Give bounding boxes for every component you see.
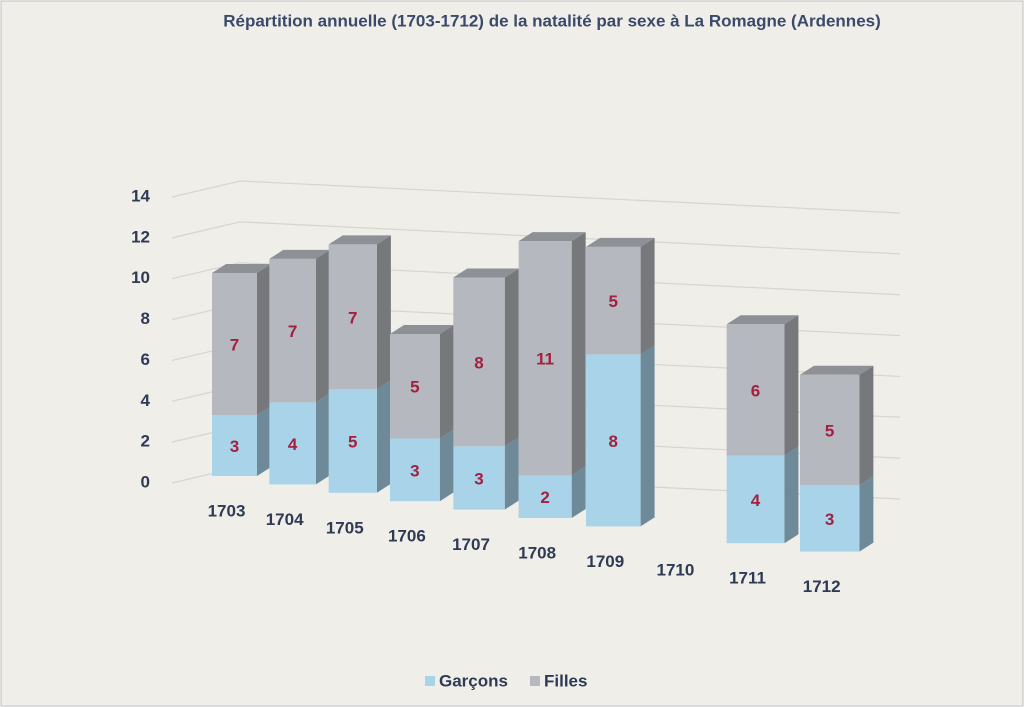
bar-side — [376, 380, 391, 493]
bar-side — [859, 476, 874, 552]
bar-side — [439, 325, 454, 439]
value-label: 7 — [348, 308, 357, 327]
bar — [389, 438, 440, 502]
bar-side — [376, 235, 391, 390]
bar — [726, 324, 785, 456]
bar-side — [784, 315, 799, 456]
bar-side — [859, 365, 874, 486]
value-label: 5 — [609, 292, 618, 311]
bar-side — [571, 232, 586, 476]
bar-side — [315, 393, 330, 485]
bar-side — [784, 446, 799, 544]
legend-swatch — [425, 676, 435, 686]
y-tick-label: 4 — [141, 391, 151, 410]
legend: Garçons Filles — [425, 671, 587, 690]
value-label: 3 — [825, 510, 834, 529]
x-tick-label: 1712 — [803, 577, 841, 596]
x-tick-label: 1704 — [266, 510, 304, 529]
bar-side — [257, 406, 271, 476]
bar — [269, 258, 316, 403]
bar — [453, 277, 505, 447]
bar-top — [799, 365, 874, 375]
grid-line — [171, 221, 901, 255]
x-tick-label: 1710 — [656, 560, 694, 579]
bar-top — [518, 232, 586, 242]
x-tick-label: 1707 — [452, 535, 490, 554]
value-label: 3 — [410, 461, 419, 480]
bar-top — [726, 315, 799, 325]
y-tick-label: 8 — [141, 309, 150, 328]
bar — [518, 241, 572, 476]
bars: 1703 3 7 1704 4 7 1705 5 7 1706 3 5 1707 3 8 1708 2 11 170… — [208, 232, 874, 596]
bar — [518, 475, 572, 518]
grid-line — [171, 262, 901, 296]
value-label: 2 — [540, 488, 549, 507]
chart-title: Répartition annuelle (1703-1712) de la n… — [223, 11, 881, 30]
y-tick-label: 14 — [131, 186, 150, 205]
value-label: 3 — [230, 437, 239, 456]
grid-line — [171, 180, 901, 214]
legend-label: Garçons — [439, 671, 508, 690]
value-label: 8 — [609, 432, 618, 451]
x-tick-label: 1708 — [518, 543, 556, 562]
bar — [799, 485, 860, 552]
value-label: 4 — [288, 435, 298, 454]
y-tick-label: 6 — [141, 350, 150, 369]
value-label: 3 — [474, 469, 483, 488]
bar-side — [439, 429, 454, 502]
bar-side — [640, 237, 655, 355]
bar-top — [328, 235, 391, 245]
bar-top — [389, 325, 454, 334]
bar — [328, 389, 377, 493]
x-tick-label: 1706 — [388, 527, 426, 546]
x-tick-label: 1711 — [729, 569, 766, 588]
legend-label: Filles — [544, 671, 587, 690]
bar-side — [504, 268, 519, 447]
value-label: 6 — [751, 381, 760, 400]
bar-side — [640, 345, 655, 527]
bar — [389, 334, 440, 439]
bar — [585, 354, 641, 527]
value-label: 7 — [288, 322, 297, 341]
x-tick-label: 1703 — [208, 501, 246, 520]
value-label: 8 — [474, 353, 483, 372]
legend-swatch — [529, 676, 540, 686]
bar — [269, 402, 316, 485]
value-label: 7 — [230, 336, 239, 355]
y-tick-label: 2 — [141, 432, 150, 451]
bar — [726, 455, 785, 544]
bar-side — [504, 437, 519, 510]
bar — [453, 446, 505, 510]
bar — [585, 246, 641, 355]
value-label: 5 — [825, 422, 834, 441]
value-label: 5 — [348, 433, 357, 452]
y-tick-label: 10 — [131, 268, 150, 287]
bar-side — [571, 466, 586, 518]
x-tick-label: 1705 — [326, 518, 364, 537]
x-tick-label: 1709 — [586, 552, 624, 571]
bar-top — [269, 249, 330, 259]
bar — [799, 374, 860, 486]
y-tick-label: 0 — [141, 472, 150, 491]
bar-top — [453, 268, 519, 278]
value-label: 5 — [410, 378, 419, 397]
value-label: 4 — [751, 491, 761, 510]
bar — [212, 273, 257, 416]
bar-top — [585, 237, 655, 247]
y-tick-label: 12 — [131, 227, 150, 246]
bar — [212, 415, 257, 476]
bar-side — [257, 264, 271, 416]
bar-top — [212, 264, 271, 273]
bar-side — [315, 249, 330, 403]
value-label: 11 — [536, 350, 554, 369]
bar — [328, 244, 377, 390]
